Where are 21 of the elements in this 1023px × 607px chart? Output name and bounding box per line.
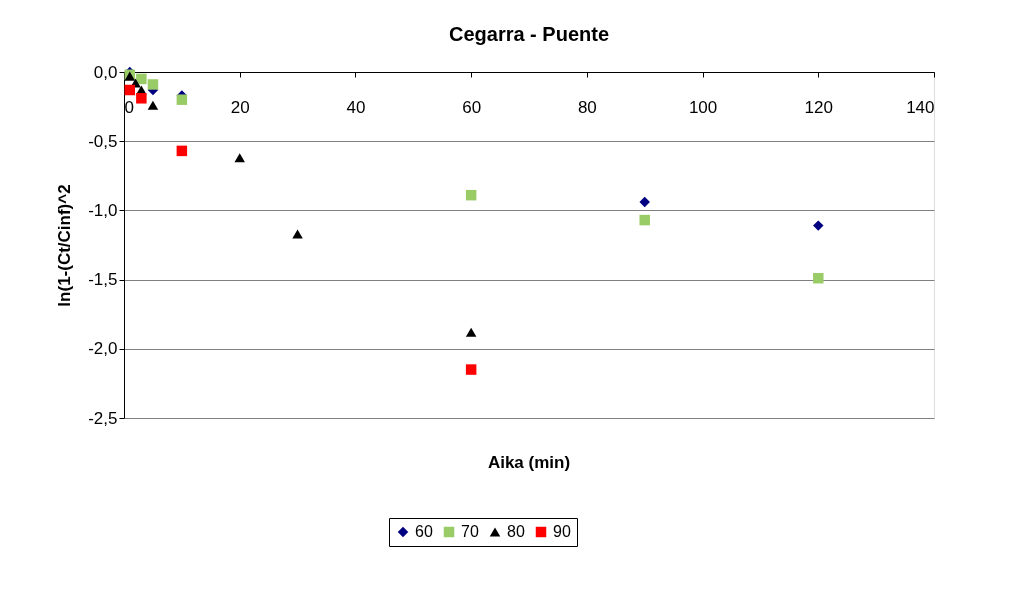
y-axis-title: ln(1-(Ct/Cinf)^2 bbox=[55, 184, 75, 307]
y-tick-label: -0,5 bbox=[88, 131, 118, 151]
y-tick-label: -1,0 bbox=[88, 200, 118, 220]
y-tick-label: 0,0 bbox=[93, 62, 118, 82]
legend-label: 80 bbox=[507, 523, 525, 540]
x-tick-label: 0 bbox=[124, 97, 134, 117]
legend-label: 90 bbox=[553, 523, 571, 540]
y-tick-label: -1,5 bbox=[88, 270, 118, 290]
x-tick-label: 40 bbox=[346, 97, 366, 117]
x-tick-label: 100 bbox=[688, 97, 718, 117]
chart-title: Cegarra - Puente bbox=[448, 23, 610, 45]
x-tick-label: 20 bbox=[230, 97, 250, 117]
x-tick-label: 80 bbox=[577, 97, 597, 117]
x-tick-label: 60 bbox=[462, 97, 482, 117]
y-tick-label: -2,0 bbox=[88, 339, 118, 359]
x-axis-title: Aika (min) bbox=[487, 453, 571, 472]
legend-label: 60 bbox=[415, 523, 433, 540]
y-tick-label: -2,5 bbox=[88, 408, 118, 428]
x-tick-label: 140 bbox=[906, 97, 935, 117]
x-tick-label: 120 bbox=[804, 97, 833, 117]
legend-label: 70 bbox=[461, 523, 479, 540]
